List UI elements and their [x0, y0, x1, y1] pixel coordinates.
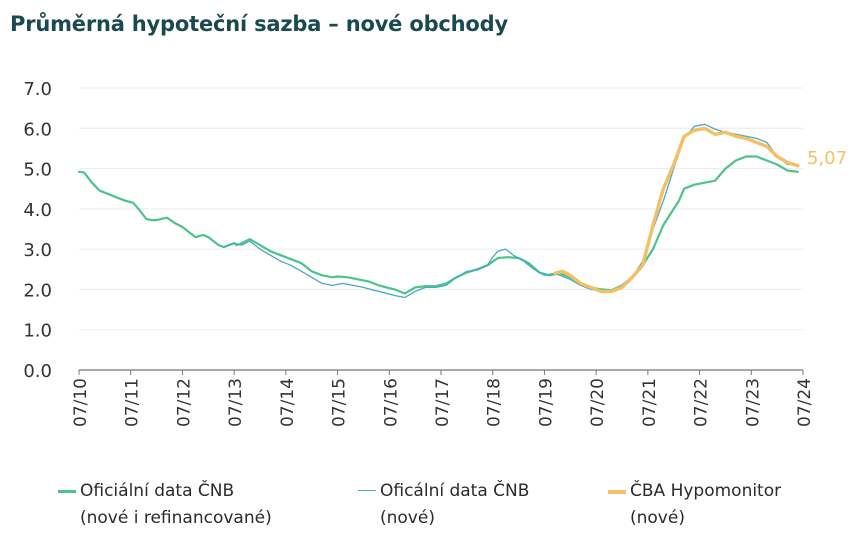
- x-tick-label: 07/13: [226, 378, 246, 427]
- legend-swatch: [58, 490, 76, 493]
- x-tick-label: 07/15: [330, 378, 350, 427]
- legend-label-line1: ČBA Hypomonitor: [630, 481, 782, 501]
- series-line-2: [553, 126, 800, 294]
- y-tick-label: 0.0: [23, 361, 52, 382]
- y-tick-label: 4.0: [23, 200, 52, 221]
- value-label-5-07: 5,07: [807, 148, 847, 169]
- x-tick-label: 07/10: [71, 378, 91, 427]
- y-tick-label: 6.0: [23, 119, 52, 140]
- legend-swatch: [608, 490, 626, 494]
- y-tick-label: 2.0: [23, 280, 52, 301]
- legend-item-cnb-all: Oficiální data ČNB (nové i refinancované…: [58, 478, 272, 532]
- x-tick-label: 07/17: [433, 378, 453, 427]
- x-tick-label: 07/23: [743, 378, 763, 427]
- x-tick-label: 07/24: [795, 378, 815, 427]
- legend-item-cnb-new: Oficální data ČNB (nové): [358, 478, 529, 532]
- x-tick-label: 07/16: [381, 378, 401, 427]
- x-tick-label: 07/20: [588, 378, 608, 427]
- series-line-1: [223, 123, 799, 299]
- legend-label-line1: Oficální data ČNB: [380, 481, 530, 501]
- legend-label-line2: (nové): [380, 508, 435, 528]
- x-tick-label: 07/22: [692, 378, 712, 427]
- y-tick-label: 1.0: [23, 321, 52, 342]
- series-line-0: [77, 155, 799, 295]
- legend-swatch: [358, 490, 376, 491]
- legend-item-cba: ČBA Hypomonitor (nové): [608, 478, 781, 532]
- x-tick-label: 07/19: [536, 378, 556, 427]
- series-group: [77, 123, 800, 299]
- x-tick-label: 07/18: [485, 378, 505, 427]
- legend-label-line1: Oficiální data ČNB: [80, 481, 235, 501]
- y-tick-label: 3.0: [23, 240, 52, 261]
- x-tick-label: 07/12: [174, 378, 194, 427]
- annotation-group: 5,07: [807, 148, 847, 169]
- y-axis: 0.0 1.0 2.0 3.0 4.0 5.0 6.0 7.0: [23, 79, 52, 382]
- x-tick-label: 07/14: [278, 378, 298, 427]
- x-tick-label: 07/11: [123, 378, 143, 427]
- x-axis: 07/10 07/11 07/12 07/13 07/14 07/15 07/16 07/17…: [71, 369, 815, 427]
- y-tick-label: 7.0: [23, 79, 52, 100]
- legend-label-line2: (nové): [630, 508, 685, 528]
- legend-label-line2: (nové i refinancované): [80, 508, 272, 528]
- grid-lines: [79, 87, 803, 331]
- y-tick-label: 5.0: [23, 160, 52, 181]
- chart-title: Průměrná hypoteční sazba – nové obchody: [10, 12, 508, 36]
- x-tick-label: 07/21: [640, 378, 660, 427]
